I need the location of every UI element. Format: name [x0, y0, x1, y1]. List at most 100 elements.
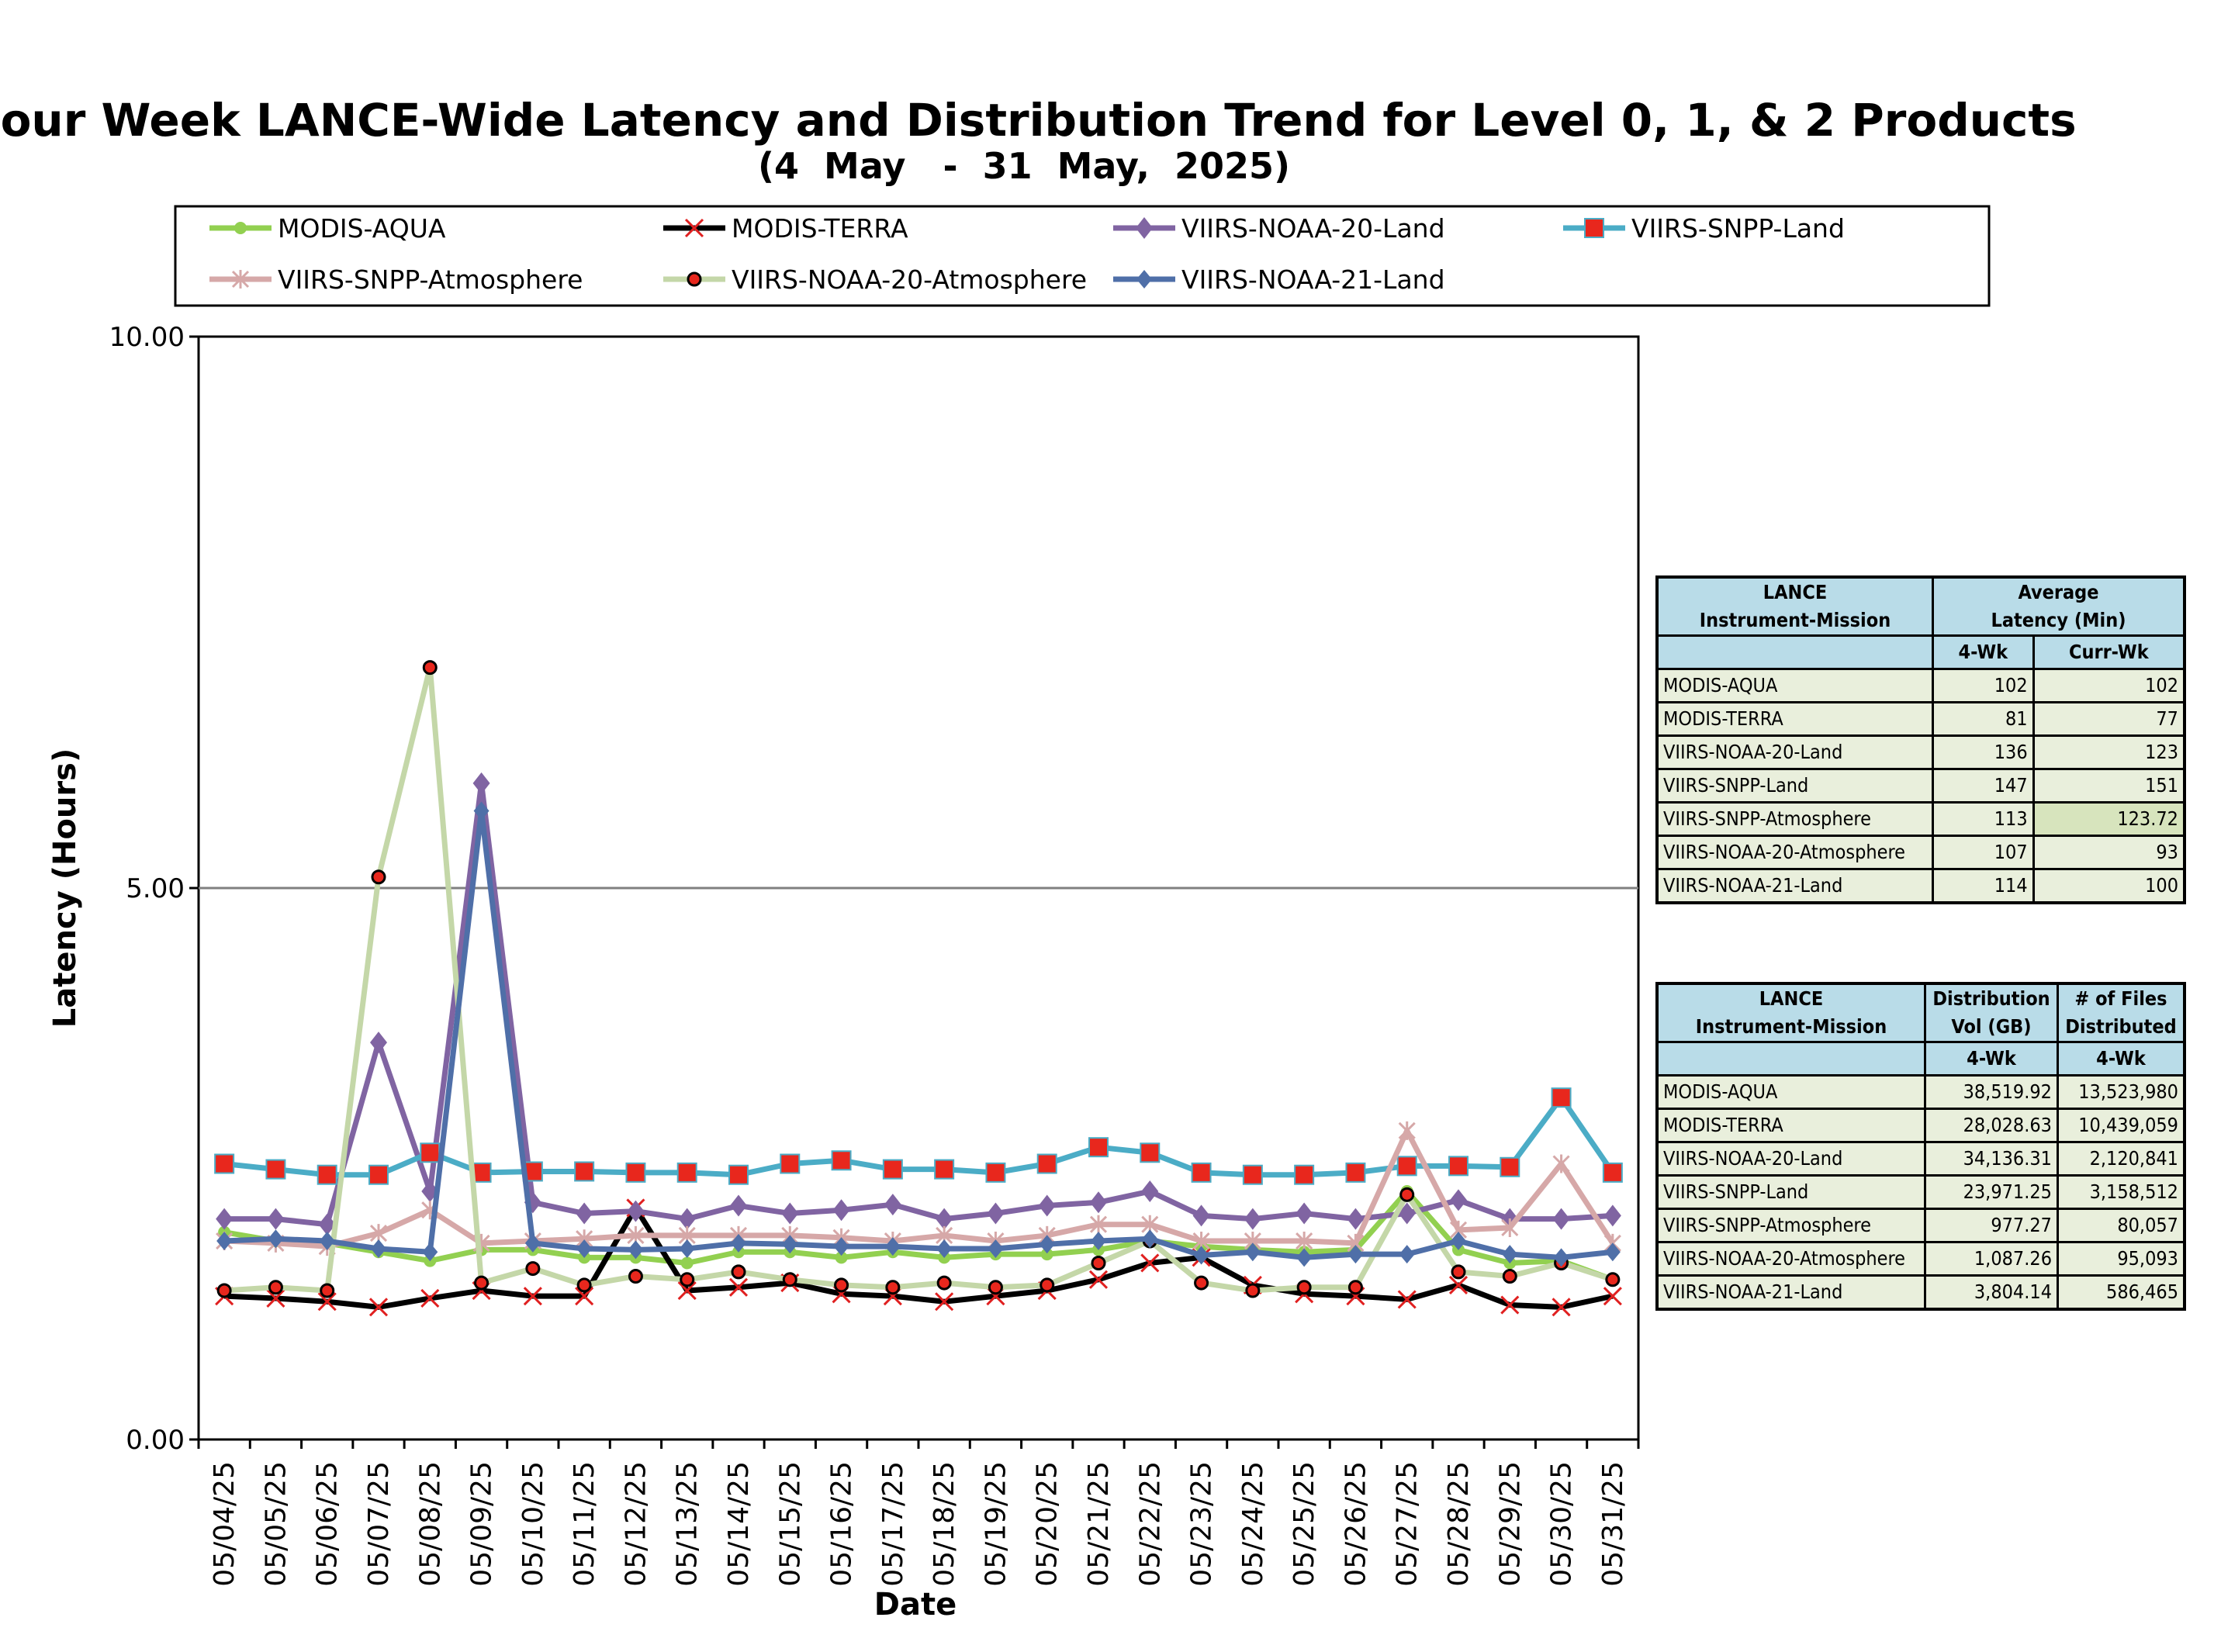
header-line: LANCE: [1763, 581, 1828, 603]
data-point: [1089, 1215, 1108, 1234]
data-point: [525, 1261, 541, 1277]
y-axis-label: Latency (Hours): [47, 748, 83, 1028]
latency-table-row: VIIRS-NOAA-20-Land 136 123: [1655, 734, 2186, 770]
data-point: [1296, 1248, 1313, 1267]
data-point: [268, 1280, 283, 1295]
data-point: [214, 1153, 235, 1174]
dist-header-instrument: LANCE Instrument-Mission: [1655, 982, 1926, 1043]
latency-table-row: VIIRS-SNPP-Atmosphere 113 123.72: [1655, 801, 2186, 837]
data-point: [371, 869, 386, 885]
latency-row-name: VIIRS-NOAA-20-Atmosphere: [1655, 835, 1934, 870]
data-point: [731, 1233, 746, 1253]
legend-item: VIIRS-NOAA-21-Land: [1113, 264, 1445, 295]
x-tick-label: 05/26/25: [1340, 1461, 1372, 1587]
data-point: [317, 1164, 337, 1185]
dist-row-name: MODIS-AQUA: [1655, 1074, 1926, 1110]
legend-label: VIIRS-NOAA-20-Atmosphere: [732, 264, 1087, 295]
latency-header-instrument: LANCE Instrument-Mission: [1655, 575, 1934, 637]
data-point: [472, 772, 490, 794]
header-line: Distributed: [2065, 1015, 2177, 1038]
header-line: Average: [2018, 581, 2099, 603]
legend-label: MODIS-TERRA: [732, 213, 908, 244]
latency-row-4wk: 113: [1932, 801, 2035, 837]
data-point: [1448, 1275, 1469, 1294]
data-point: [781, 1202, 799, 1225]
legend-swatch-marker: [231, 270, 250, 289]
data-point: [884, 1194, 901, 1216]
data-point: [268, 1229, 284, 1249]
latency-table-row: VIIRS-SNPP-Land 147 151: [1655, 768, 2186, 804]
data-point: [1399, 1245, 1415, 1264]
data-point: [1552, 1208, 1570, 1230]
marker-stroke: [1088, 1270, 1109, 1289]
dist-subheader-blank: [1655, 1041, 1926, 1077]
data-point: [1603, 1204, 1621, 1227]
data-point: [1090, 1191, 1107, 1214]
data-point: [368, 1164, 389, 1185]
data-point: [780, 1153, 801, 1174]
header-line: Vol (GB): [1951, 1015, 2032, 1038]
data-point: [1036, 1153, 1057, 1174]
header-line: LANCE: [1759, 987, 1824, 1010]
latency-row-name: VIIRS-SNPP-Land: [1655, 768, 1934, 804]
data-point: [1038, 1194, 1056, 1217]
y-tick-label: 5.00: [126, 873, 185, 904]
series-layer: [214, 660, 1623, 1317]
data-point: [1088, 1137, 1109, 1158]
data-point: [265, 1159, 286, 1180]
legend-item: MODIS-TERRA: [663, 213, 908, 244]
latency-row-name: MODIS-TERRA: [1655, 701, 1934, 737]
latency-row-4wk: 107: [1932, 835, 2035, 870]
header-line: Latency (Min): [1991, 609, 2126, 631]
data-point: [987, 1202, 1005, 1225]
data-point: [523, 1287, 542, 1306]
x-tick-label: 05/22/25: [1134, 1461, 1166, 1587]
data-point: [1296, 1280, 1312, 1295]
legend-item: VIIRS-NOAA-20-Atmosphere: [663, 264, 1087, 295]
data-point: [1398, 1121, 1416, 1140]
marker-stroke: [677, 1280, 697, 1301]
data-point: [782, 1272, 797, 1287]
legend-label: VIIRS-SNPP-Atmosphere: [278, 264, 583, 295]
dist-header-volume: Distribution Vol (GB): [1924, 982, 2059, 1043]
x-tick-label: 05/05/25: [260, 1461, 292, 1587]
dist-row-files: 10,439,059: [2057, 1108, 2186, 1143]
data-point: [1451, 1264, 1466, 1280]
data-point: [1347, 1280, 1363, 1295]
data-point: [728, 1277, 749, 1297]
x-tick-label: 05/31/25: [1597, 1461, 1629, 1587]
data-point: [266, 1288, 285, 1308]
data-point: [216, 1208, 234, 1230]
dist-row-files: 80,057: [2057, 1208, 2186, 1243]
x-tick-label: 05/11/25: [569, 1461, 600, 1587]
legend-swatch-marker: [1584, 218, 1604, 238]
data-point: [216, 1232, 233, 1251]
data-point: [1088, 1270, 1109, 1289]
data-point: [628, 1240, 644, 1260]
data-point: [473, 801, 490, 821]
data-point: [1091, 1232, 1106, 1251]
data-point: [320, 1283, 335, 1298]
data-point: [1500, 1156, 1520, 1177]
data-point: [677, 1280, 697, 1301]
header-line: # of Files: [2074, 987, 2167, 1010]
distribution-table-row: VIIRS-NOAA-21-Land 3,804.14 586,465: [1655, 1274, 2186, 1311]
data-point: [625, 1162, 646, 1183]
dist-row-name: VIIRS-NOAA-20-Atmosphere: [1655, 1241, 1926, 1277]
data-point: [1242, 1164, 1263, 1185]
latency-table: LANCE Instrument-Mission Average Latency…: [1655, 575, 2186, 904]
data-point: [1141, 1180, 1159, 1203]
x-tick-label: 05/06/25: [312, 1461, 344, 1587]
data-point: [368, 1298, 389, 1317]
latency-table-row: VIIRS-NOAA-21-Land 114 100: [1655, 868, 2186, 904]
marker-stroke: [1448, 1275, 1469, 1294]
data-point: [988, 1239, 1004, 1258]
x-tick-label: 05/17/25: [877, 1461, 909, 1587]
dist-subheader-files: 4-Wk: [2057, 1041, 2186, 1077]
data-point: [1244, 1208, 1261, 1230]
legend-swatch-marker: [687, 271, 702, 287]
x-tick-label: 05/28/25: [1443, 1461, 1475, 1587]
data-point: [936, 1275, 952, 1291]
data-point: [575, 1287, 594, 1306]
x-tick-label: 05/04/25: [209, 1461, 240, 1587]
